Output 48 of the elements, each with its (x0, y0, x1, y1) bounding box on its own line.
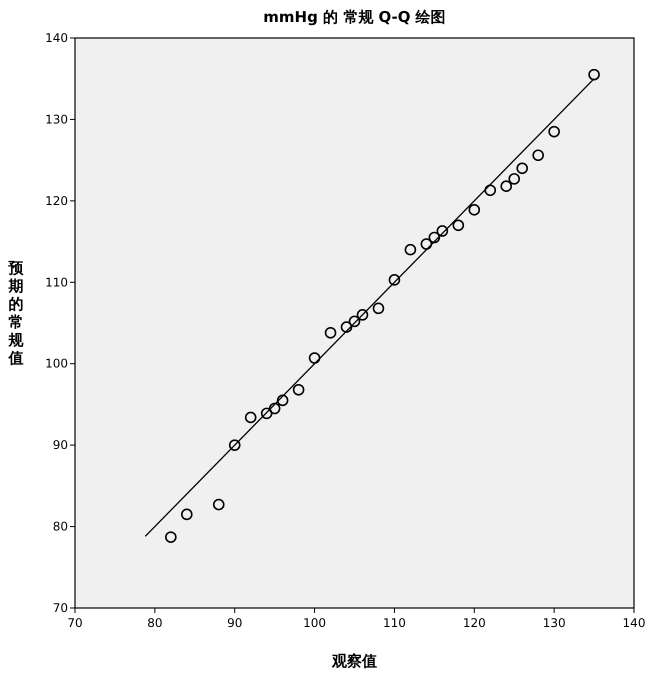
point (516, 162, 528, 174)
y-tick-label: 140 (45, 31, 68, 45)
point (404, 244, 416, 256)
point (388, 274, 400, 286)
y-tick-label: 110 (45, 275, 68, 290)
point (500, 180, 512, 192)
y-tick-label: 80 (52, 520, 68, 534)
point (428, 232, 440, 244)
y-tick-label: 70 (52, 601, 68, 615)
y-tick-label: 90 (52, 438, 68, 452)
chart-title: mmHg 的 常规 Q-Q 绘图 (263, 8, 446, 26)
point (324, 326, 336, 339)
point (268, 402, 280, 414)
point (548, 126, 560, 138)
point (165, 531, 177, 543)
y-tick-label: 130 (45, 112, 68, 126)
point (244, 412, 256, 424)
x-tick-label: 140 (622, 616, 646, 630)
point (212, 498, 225, 510)
point (228, 439, 241, 451)
x-tick-label: 110 (382, 616, 406, 630)
x-tick-label: 100 (303, 616, 326, 630)
point (452, 219, 464, 232)
y-axis-title: 预期的常规值 (8, 259, 24, 367)
point (276, 394, 288, 406)
point (308, 352, 320, 364)
point (532, 149, 544, 162)
point (468, 204, 480, 216)
point (292, 384, 304, 396)
x-tick-label: 80 (147, 616, 162, 630)
y-tick-label: 100 (45, 356, 68, 371)
point (508, 173, 520, 185)
point (340, 321, 352, 333)
point (484, 184, 496, 196)
point (356, 309, 368, 321)
x-tick-label: 120 (462, 616, 486, 630)
point (260, 408, 272, 420)
x-axis-title: 观察值 (331, 652, 377, 670)
x-tick-label: 130 (542, 616, 566, 630)
point (181, 508, 193, 520)
point (588, 68, 600, 80)
y-tick-label: 120 (45, 194, 68, 208)
point (372, 302, 384, 314)
x-tick-label: 70 (67, 616, 83, 630)
x-tick-label: 90 (227, 616, 242, 630)
point (420, 238, 432, 250)
point (348, 316, 360, 328)
point (436, 225, 448, 237)
